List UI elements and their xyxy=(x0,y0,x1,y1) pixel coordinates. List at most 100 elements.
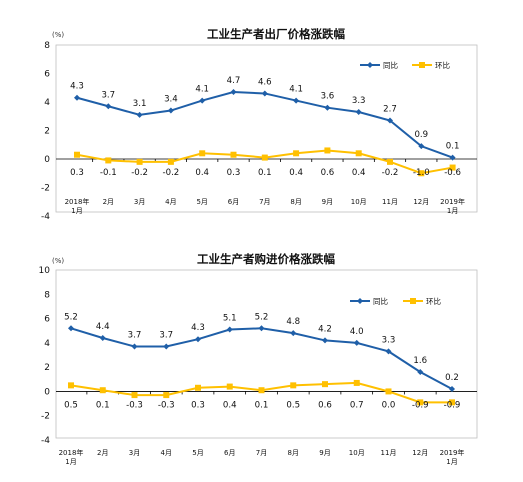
data-point-mom xyxy=(290,382,297,389)
x-tick-label: 2月 xyxy=(97,449,108,457)
y-axis-unit: (%) xyxy=(52,257,64,265)
data-label-yoy: 0.1 xyxy=(446,142,460,152)
data-point-yoy xyxy=(449,386,455,392)
x-tick-label-line: 5月 xyxy=(196,198,207,206)
x-tick-label: 3月 xyxy=(129,449,140,457)
x-tick-label-line: 12月 xyxy=(412,449,428,457)
data-point-yoy xyxy=(418,143,425,150)
data-label-yoy: 4.6 xyxy=(258,77,272,87)
y-tick-label: -2 xyxy=(41,412,50,422)
data-label-yoy: 2.7 xyxy=(383,105,397,115)
x-tick-label-line: 8月 xyxy=(290,198,301,206)
chart-title: 工业生产者购进价格涨跌幅 xyxy=(197,252,335,266)
x-tick-label-line: 7月 xyxy=(256,449,267,457)
data-label-mom: 0.3 xyxy=(227,168,241,178)
x-tick-label-line: 11月 xyxy=(381,449,397,457)
y-tick-label: -4 xyxy=(41,212,50,222)
data-point-yoy xyxy=(324,104,331,111)
data-point-mom xyxy=(230,151,237,158)
data-label-yoy: 5.2 xyxy=(255,312,269,322)
x-tick-label: 5月 xyxy=(192,449,203,457)
plot-frame xyxy=(55,44,478,213)
y-tick-label: 4 xyxy=(44,98,50,108)
data-point-mom xyxy=(322,381,328,388)
data-point-mom xyxy=(105,157,112,164)
x-tick-label: 2018年 1月 xyxy=(59,448,84,466)
data-label-mom: -0.1 xyxy=(100,168,117,178)
data-label-mom: 0.4 xyxy=(223,400,237,410)
x-tick-label: 6月 xyxy=(224,449,235,457)
data-point-mom xyxy=(353,379,360,386)
legend-label: 同比 xyxy=(373,296,388,306)
y-tick-label: 4 xyxy=(44,339,50,349)
x-tick-label: 10月 xyxy=(351,198,367,206)
x-tick-label: 7月 xyxy=(259,198,270,206)
x-tick-label: 12月 xyxy=(413,198,429,206)
x-tick-label: 4月 xyxy=(161,449,172,457)
data-label-mom: -0.3 xyxy=(126,400,143,410)
data-point-yoy xyxy=(290,330,297,337)
x-tick-label-line: 11月 xyxy=(382,198,398,206)
data-label-mom: -0.2 xyxy=(382,168,399,178)
data-point-yoy xyxy=(322,337,328,344)
x-tick-label: 4月 xyxy=(165,198,176,206)
x-tick-label: 5月 xyxy=(196,198,207,206)
x-tick-label: 8月 xyxy=(288,449,299,457)
data-label-mom: -0.9 xyxy=(444,400,461,410)
data-label-yoy: 3.3 xyxy=(382,335,396,345)
legend-marker-yoy xyxy=(357,298,363,304)
x-tick-label-line: 4月 xyxy=(165,198,176,206)
x-tick-label-line: 8月 xyxy=(288,449,299,457)
legend-marker-mom xyxy=(419,62,425,68)
data-point-mom xyxy=(449,164,456,171)
y-tick-label: -2 xyxy=(41,184,50,194)
x-tick-label: 11月 xyxy=(381,449,397,457)
data-point-yoy xyxy=(387,117,393,124)
data-label-mom: 0.1 xyxy=(255,400,269,410)
y-tick-label: 2 xyxy=(44,363,50,373)
x-tick-label: 3月 xyxy=(134,198,145,206)
data-label-yoy: 4.3 xyxy=(191,323,205,333)
x-tick-label: 11月 xyxy=(382,198,398,206)
x-tick-label-line: 2019年 xyxy=(440,448,465,457)
y-tick-label: 2 xyxy=(44,127,50,137)
data-label-mom: 0.5 xyxy=(286,400,300,410)
x-tick-label: 8月 xyxy=(290,198,301,206)
x-tick-label-line: 10月 xyxy=(351,198,367,206)
legend-label: 环比 xyxy=(435,60,450,70)
data-label-yoy: 5.2 xyxy=(64,312,78,322)
data-point-mom xyxy=(136,158,143,165)
y-tick-label: 8 xyxy=(44,290,50,300)
data-point-mom xyxy=(417,399,424,406)
data-label-mom: 0.6 xyxy=(318,400,332,410)
data-label-yoy: 4.4 xyxy=(96,322,110,332)
y-tick-label: 0 xyxy=(44,155,50,165)
data-label-mom: -0.9 xyxy=(412,400,429,410)
x-tick-label-line: 1月 xyxy=(65,458,76,466)
x-tick-label-line: 1月 xyxy=(447,207,458,215)
data-label-mom: 0.3 xyxy=(70,168,84,178)
x-tick-label-line: 5月 xyxy=(192,449,203,457)
x-tick-label-line: 10月 xyxy=(349,449,365,457)
data-point-yoy xyxy=(449,154,456,161)
data-point-mom xyxy=(199,150,206,157)
data-label-yoy: 4.1 xyxy=(289,85,303,95)
data-point-yoy xyxy=(167,107,174,114)
data-label-yoy: 1.6 xyxy=(413,356,427,366)
data-label-yoy: 4.8 xyxy=(286,317,300,327)
legend-label: 环比 xyxy=(426,296,441,306)
data-label-yoy: 0.2 xyxy=(445,373,459,383)
data-point-mom xyxy=(195,384,201,391)
legend-marker-mom xyxy=(410,298,416,304)
x-tick-label: 12月 xyxy=(412,449,428,457)
data-point-yoy xyxy=(226,326,233,333)
x-tick-label: 2018年 1月 xyxy=(65,197,90,215)
x-tick-label-line: 1月 xyxy=(71,207,82,215)
data-label-mom: 0.4 xyxy=(352,168,366,178)
data-point-yoy xyxy=(385,348,392,355)
data-label-yoy: 3.7 xyxy=(159,331,173,341)
data-point-mom xyxy=(324,147,331,154)
